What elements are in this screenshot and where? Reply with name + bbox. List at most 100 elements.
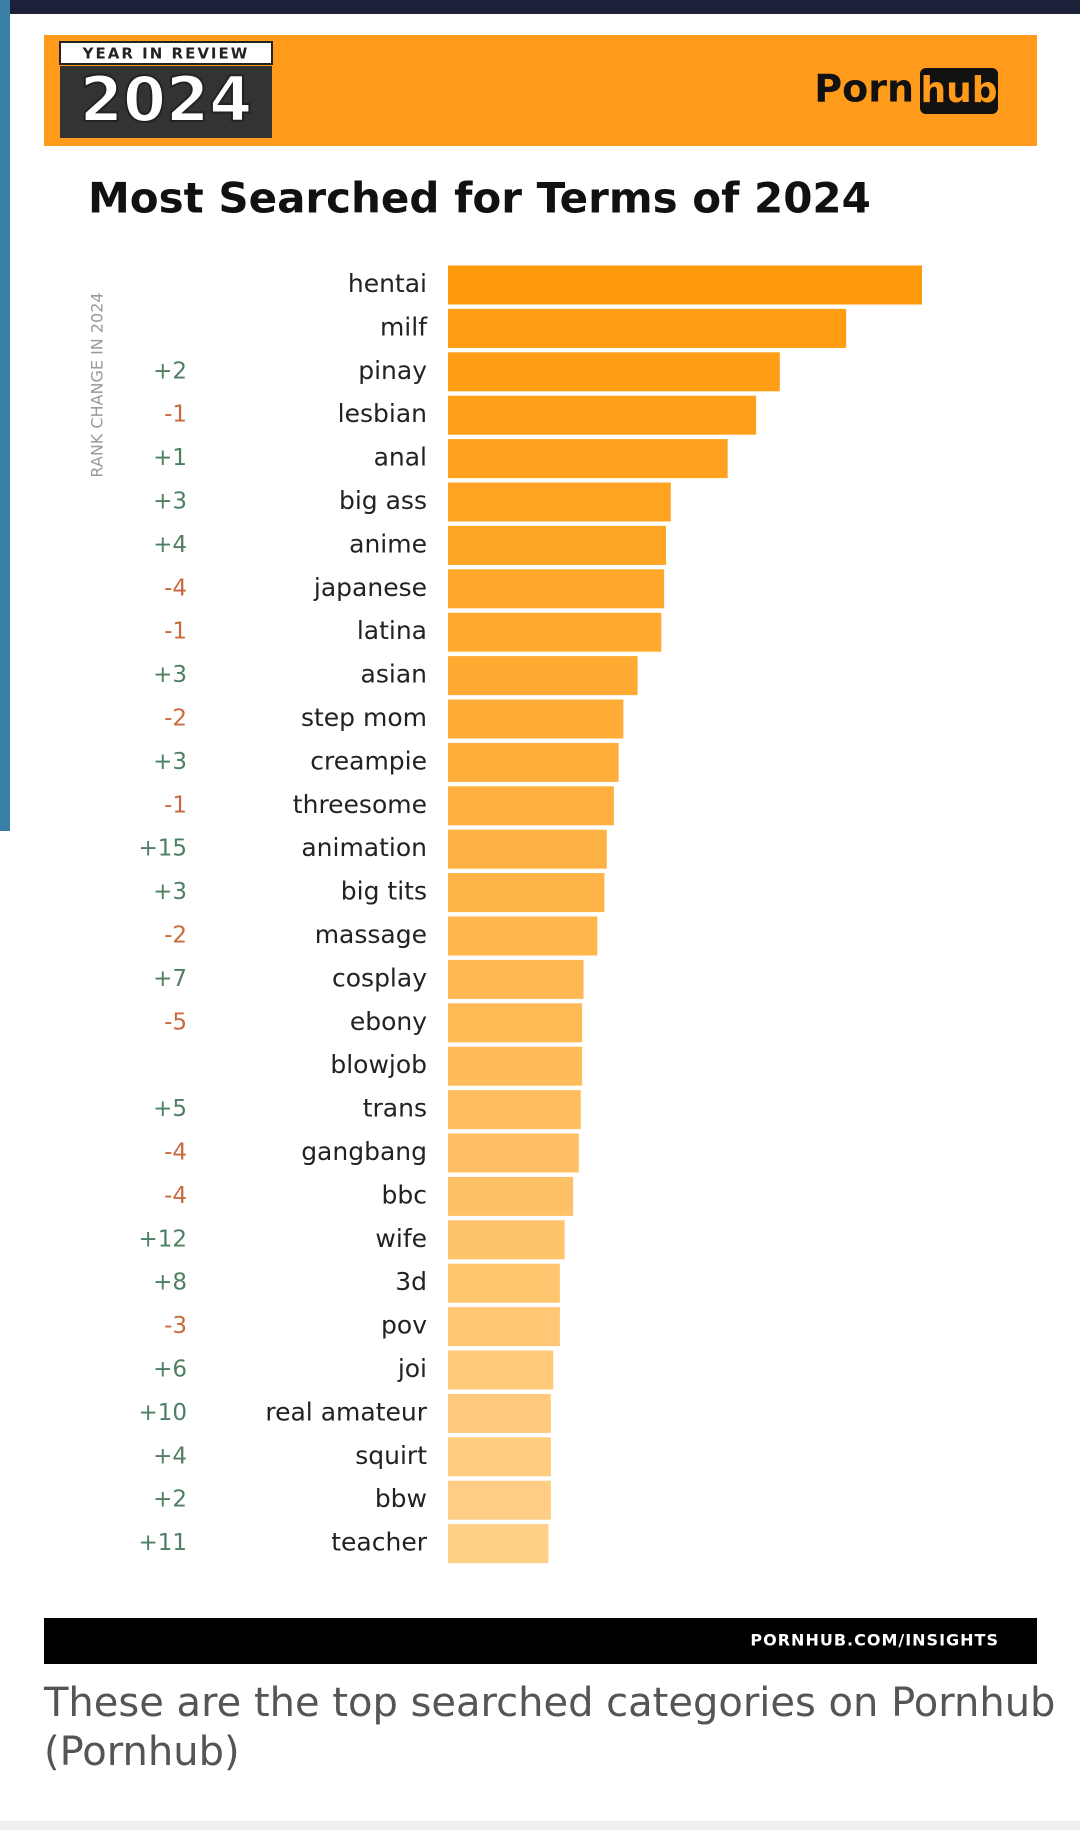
- rank-change: +3: [153, 662, 187, 688]
- bar: [448, 439, 728, 479]
- bar: [448, 1220, 565, 1260]
- bar: [448, 1133, 579, 1173]
- category-label: big tits: [341, 877, 427, 906]
- caption-line: These are the top searched categories on…: [43, 1680, 1055, 1726]
- category-label: cosplay: [332, 963, 427, 992]
- bar: [448, 525, 667, 565]
- bar: [448, 1480, 551, 1520]
- bar: [448, 1350, 554, 1390]
- category-label: teacher: [331, 1528, 427, 1557]
- bar: [448, 352, 780, 392]
- bar: [448, 829, 607, 869]
- bar: [448, 1176, 574, 1216]
- category-label: japanese: [313, 573, 427, 602]
- category-label: joi: [397, 1354, 427, 1383]
- category-label: creampie: [310, 746, 427, 775]
- rank-change: +15: [138, 836, 187, 862]
- rank-change: +2: [153, 1487, 187, 1513]
- category-label: asian: [361, 660, 427, 689]
- bar: [448, 786, 614, 826]
- category-label: blowjob: [330, 1050, 427, 1079]
- rank-change: -1: [164, 619, 187, 645]
- caption-line: (Pornhub): [44, 1729, 240, 1775]
- bar: [448, 1090, 581, 1130]
- rank-change: +10: [138, 1400, 187, 1426]
- category-label: real amateur: [265, 1397, 427, 1426]
- rank-change: +4: [153, 1443, 187, 1469]
- bar: [448, 959, 584, 999]
- category-label: latina: [357, 616, 427, 645]
- rank-change: -1: [164, 792, 187, 818]
- rank-change: +3: [153, 489, 187, 515]
- bar: [448, 873, 605, 913]
- year-box: [60, 66, 272, 138]
- bar: [448, 612, 662, 652]
- rank-change: -2: [164, 706, 187, 732]
- logo-left: Porn: [814, 67, 914, 111]
- bar: [448, 569, 665, 609]
- category-label: wife: [375, 1224, 427, 1253]
- footer-text: PORNHUB.COM/INSIGHTS: [750, 1631, 999, 1650]
- bar: [448, 916, 598, 956]
- category-label: ebony: [350, 1007, 427, 1036]
- side-strip: [0, 0, 10, 831]
- bar: [448, 699, 624, 739]
- bar: [448, 656, 638, 696]
- year-text: 2024: [80, 63, 253, 136]
- rank-change: +3: [153, 879, 187, 905]
- category-label: milf: [380, 312, 428, 341]
- badge-box: [59, 41, 273, 65]
- category-label: trans: [363, 1094, 427, 1123]
- category-label: step mom: [301, 703, 427, 732]
- bar: [448, 1046, 583, 1086]
- category-label: bbc: [382, 1180, 427, 1209]
- rank-change: +8: [153, 1270, 187, 1296]
- rank-change: +3: [153, 749, 187, 775]
- bar: [448, 1437, 551, 1477]
- category-label: hentai: [348, 269, 427, 298]
- category-label: gangbang: [301, 1137, 427, 1166]
- footer-bar: [44, 1618, 1037, 1664]
- rank-change: +2: [153, 358, 187, 384]
- bar: [448, 1003, 583, 1043]
- top-strip: [0, 0, 1080, 14]
- rank-change: -4: [164, 575, 187, 601]
- category-label: threesome: [293, 790, 427, 819]
- bar: [448, 482, 671, 522]
- rank-change: -1: [164, 402, 187, 428]
- bar: [448, 1524, 549, 1564]
- rank-axis-label: RANK CHANGE IN 2024: [88, 292, 107, 477]
- rank-change: -3: [164, 1313, 187, 1339]
- category-label: anal: [374, 443, 427, 472]
- rank-change: +1: [153, 445, 187, 471]
- bar: [448, 395, 757, 435]
- rank-change: +6: [153, 1357, 187, 1383]
- logo-box: [920, 68, 998, 114]
- rank-change: +7: [153, 966, 187, 992]
- chart-title: Most Searched for Terms of 2024: [88, 174, 871, 223]
- rank-change: -5: [164, 1009, 187, 1035]
- chart-rows: hentai milf pinay +2 lesbian -1 anal +1 big ass +…: [138, 265, 922, 1564]
- rank-change: +12: [138, 1226, 187, 1252]
- category-label: big ass: [339, 486, 427, 515]
- rank-change: +4: [153, 532, 187, 558]
- badge-text: YEAR IN REVIEW: [82, 45, 250, 63]
- bar: [448, 1393, 551, 1433]
- rank-change: +5: [153, 1096, 187, 1122]
- rank-change: -4: [164, 1183, 187, 1209]
- rank-change: +11: [138, 1530, 187, 1556]
- category-label: bbw: [375, 1484, 427, 1513]
- category-label: lesbian: [338, 399, 427, 428]
- category-label: anime: [349, 529, 427, 558]
- category-label: pinay: [358, 356, 427, 385]
- category-label: pov: [381, 1311, 427, 1340]
- bar: [448, 308, 847, 348]
- rank-change: -4: [164, 1140, 187, 1166]
- bar: [448, 1307, 560, 1347]
- logo-right: hub: [920, 70, 997, 111]
- category-label: animation: [301, 833, 427, 862]
- category-label: squirt: [355, 1441, 427, 1470]
- bar: [448, 742, 619, 782]
